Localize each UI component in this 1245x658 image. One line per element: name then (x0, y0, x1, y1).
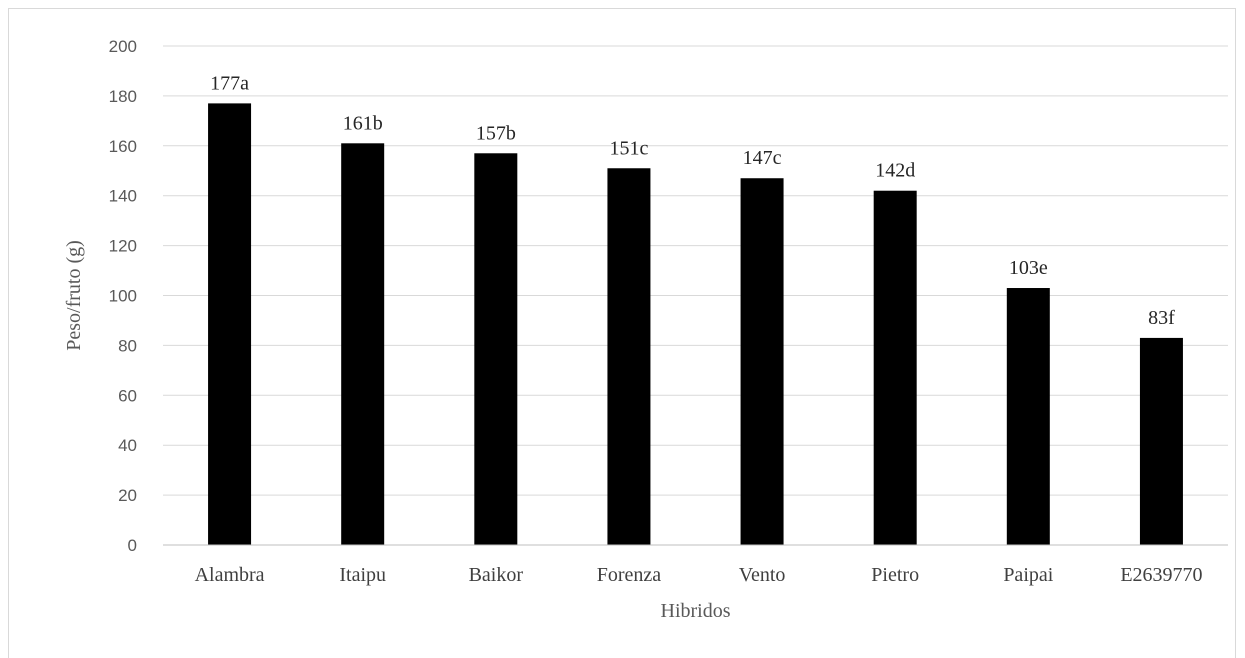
data-label: 147c (743, 147, 782, 169)
y-tick-label: 160 (109, 137, 137, 156)
bar-alambra (208, 103, 252, 545)
bar-pietro (873, 190, 917, 545)
data-label: 142d (875, 160, 915, 182)
gridlines (163, 45, 1228, 496)
bars (208, 103, 1183, 546)
x-axis-categories: Alambra Itaipu Baikor Forenza Vento Pietro Pai… (195, 564, 1203, 586)
data-label: 177a (210, 72, 249, 94)
bar-itaipu (341, 143, 385, 545)
bar-e2639770 (1139, 337, 1183, 545)
x-axis-title: Hibridos (661, 600, 731, 622)
y-tick-label: 120 (109, 237, 137, 256)
data-label: 157b (476, 122, 516, 144)
y-tick-label: 80 (118, 336, 137, 355)
y-tick-label: 180 (109, 87, 137, 106)
data-labels: 177a 161b 157b 151c 147c 142d 103e 83f (210, 72, 1175, 329)
y-tick-label: 40 (118, 436, 137, 455)
x-category-label: E2639770 (1120, 564, 1202, 586)
data-label: 103e (1009, 257, 1048, 279)
data-label: 161b (343, 112, 383, 134)
x-category-label: Vento (739, 564, 786, 586)
x-category-label: Alambra (195, 564, 265, 586)
x-category-label: Itaipu (339, 564, 386, 586)
y-tick-label: 100 (109, 287, 137, 306)
y-tick-label: 0 (128, 536, 137, 555)
y-axis-title: Peso/fruto (g) (63, 240, 85, 351)
y-tick-label: 60 (118, 386, 137, 405)
chart-frame (8, 8, 1236, 658)
x-category-label: Pietro (871, 564, 919, 586)
x-category-label: Paipai (1003, 564, 1053, 586)
bar-vento (740, 178, 784, 546)
data-label: 83f (1148, 307, 1175, 329)
y-tick-label: 200 (109, 37, 137, 56)
y-axis-ticks: 0 20 40 60 80 100 120 140 160 180 200 (109, 37, 137, 555)
bar-forenza (607, 168, 651, 545)
bar-paipai (1006, 288, 1050, 545)
data-label: 151c (609, 137, 648, 159)
y-tick-label: 140 (109, 187, 137, 206)
bar-baikor (474, 153, 518, 545)
y-tick-label: 20 (118, 486, 137, 505)
x-category-label: Baikor (469, 564, 524, 586)
x-category-label: Forenza (597, 564, 662, 586)
